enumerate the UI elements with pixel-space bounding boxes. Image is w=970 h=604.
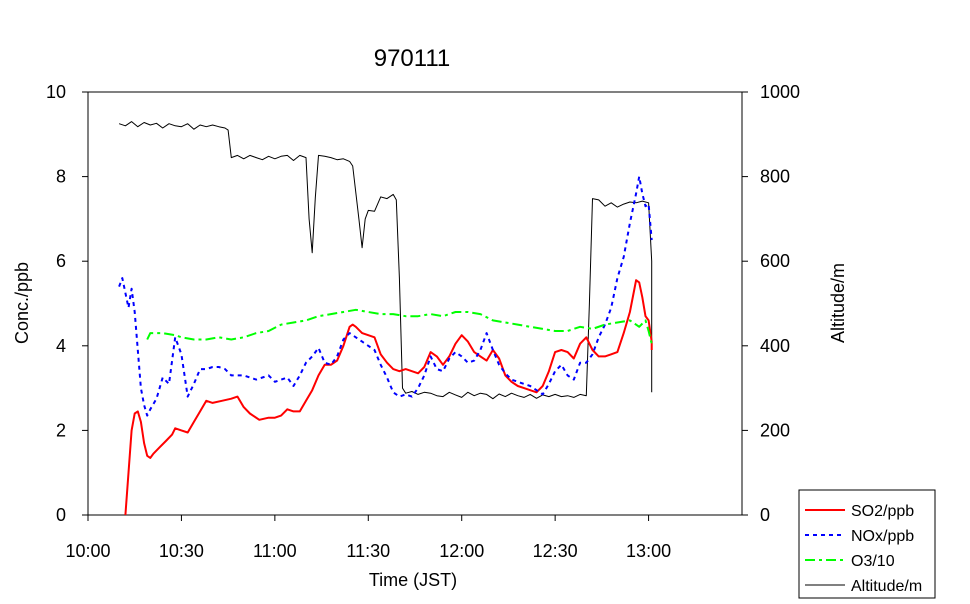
y-left-tick-label: 6: [56, 251, 66, 271]
x-axis: 10:00 10:30 11:00 11:30 12:00 12:30 13:00: [65, 515, 671, 561]
legend-label: Altitude/m: [851, 578, 922, 595]
y-left-tick-label: 10: [46, 82, 66, 102]
legend-label: O3/10: [851, 553, 895, 570]
x-axis-label: Time (JST): [369, 570, 457, 590]
y-left-tick-label: 8: [56, 167, 66, 187]
y-left-tick-label: 4: [56, 336, 66, 356]
legend-box: [798, 489, 936, 599]
legend-label: NOx/ppb: [851, 528, 914, 545]
series-line-so2: [124, 279, 653, 516]
y-axis-right-label: Altitude/m: [828, 263, 848, 343]
legend-label: SO2/ppb: [851, 503, 914, 520]
x-tick-label: 10:00: [65, 541, 110, 561]
x-tick-label: 12:00: [439, 541, 484, 561]
series-line-altitude: [118, 121, 653, 400]
y-left-tick-label: 0: [56, 505, 66, 525]
legend: SO2/ppb NOx/ppb O3/10 Altitude/m: [798, 489, 936, 599]
x-tick-label: 11:30: [346, 541, 390, 561]
chart-title: 970111: [374, 45, 451, 72]
x-tick-label: 12:30: [533, 541, 578, 561]
x-tick-label: 10:30: [159, 541, 204, 561]
series-line-nox: [118, 175, 653, 417]
y-axis-left: 0 2 4 6 8 10: [46, 82, 88, 525]
plot-area: [87, 91, 743, 516]
y-right-tick-label: 200: [760, 420, 790, 440]
y-right-tick-label: 400: [760, 336, 790, 356]
series-line-o3: [146, 308, 653, 344]
y-axis-left-label: Conc./ppb: [12, 262, 32, 344]
y-right-tick-label: 800: [760, 167, 790, 187]
y-right-tick-label: 600: [760, 251, 790, 271]
x-tick-label: 13:00: [626, 541, 671, 561]
y-right-tick-label: 1000: [760, 82, 800, 102]
y-left-tick-label: 2: [56, 420, 66, 440]
x-tick-label: 11:00: [253, 541, 297, 561]
series-layer: [118, 121, 653, 516]
y-axis-right: 0 200 400 600 800 1000: [742, 82, 800, 525]
y-right-tick-label: 0: [760, 505, 770, 525]
